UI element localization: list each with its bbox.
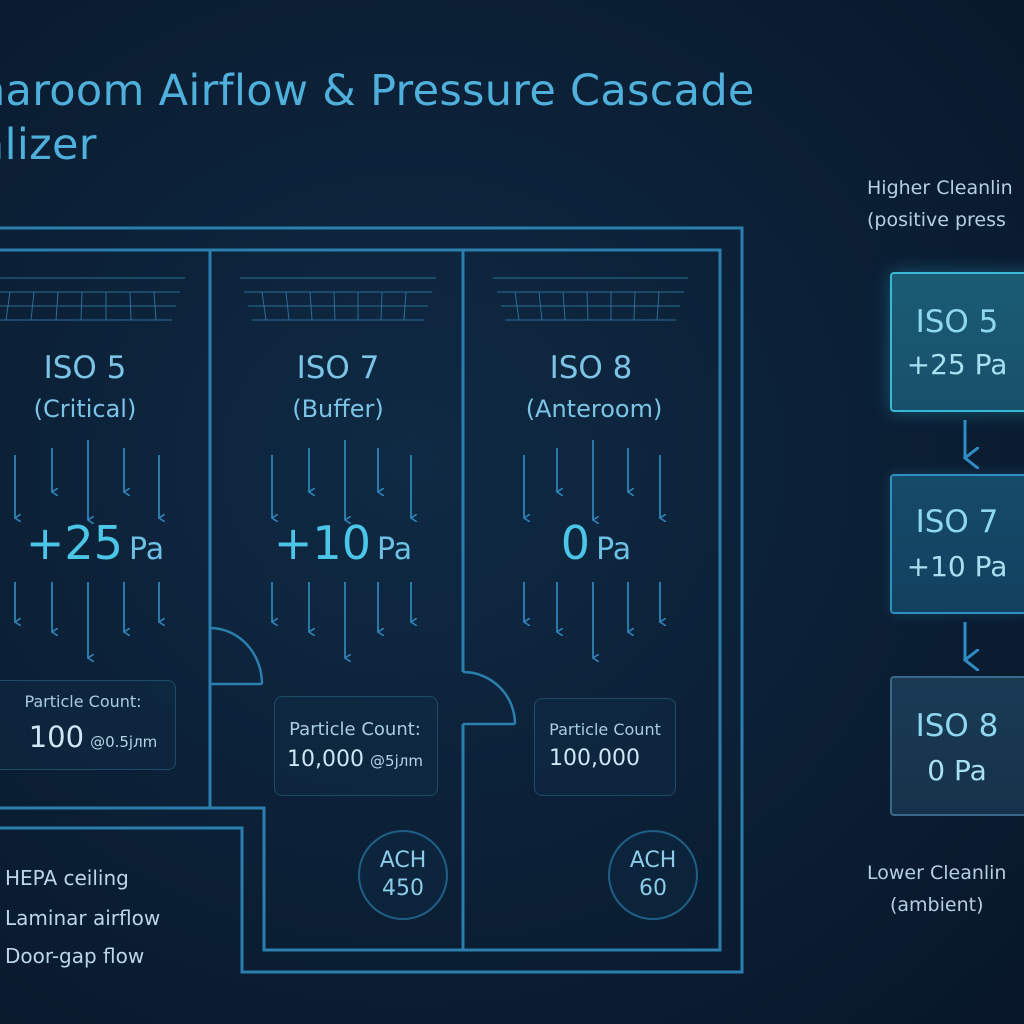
laminar-airflow-arrows xyxy=(15,440,660,658)
zone-3-particle-value: 100,000 xyxy=(549,746,646,771)
zone-3-particle-label: Particle Count xyxy=(549,720,661,739)
zone-2-particle-value: 10,000 @5jлm xyxy=(274,747,436,772)
ach-badge-2-value: 60 xyxy=(639,876,667,901)
hepa-grille-2 xyxy=(240,277,436,321)
cascade-step-iso8-label: ISO 8 xyxy=(915,708,999,744)
zone-3-pressure: 0 Pa xyxy=(501,516,691,570)
ach-badge-1: ACH 450 xyxy=(358,830,448,920)
legend-hepa-ceiling: HEPA ceiling xyxy=(5,866,129,890)
zone-2-iso: ISO 7 xyxy=(296,350,380,386)
cascade-step-iso5-pressure: +25 Pa xyxy=(906,348,1008,381)
zone-1-pressure-unit: Pa xyxy=(128,532,165,567)
cascade-step-iso5: ISO 5 +25 Pa xyxy=(890,272,1024,412)
outer-wall xyxy=(0,226,744,974)
legend-door-gap-flow: Door-gap flow xyxy=(5,944,145,968)
page-title: naroom Airflow & Pressure Cascade alizer xyxy=(0,66,755,170)
zone-3-subtitle: (Anteroom) xyxy=(525,395,663,423)
hepa-grille-3 xyxy=(493,277,688,321)
zone-2-particle-number: 10,000 xyxy=(287,747,365,772)
zone-2-subtitle: (Buffer) xyxy=(292,395,384,423)
zone-2-particle-box xyxy=(274,696,438,796)
cascade-step-iso8-pressure: 0 Pa xyxy=(927,754,987,787)
ach-badge-1-label: ACH xyxy=(379,848,427,873)
cascade-step-iso7-label: ISO 7 xyxy=(915,504,999,540)
hepa-grille-1 xyxy=(0,277,185,321)
building-outline xyxy=(0,226,744,974)
ach-badge-2: ACH 60 xyxy=(608,830,698,920)
zone-2-pressure: +10 Pa xyxy=(248,516,438,570)
legend-laminar-airflow: Laminar airflow xyxy=(5,906,161,930)
zone-1-pressure: +25 Pa xyxy=(0,516,190,570)
cascade-step-iso8: ISO 8 0 Pa xyxy=(890,676,1024,816)
ach-badge-1-text: ACH 450 xyxy=(360,847,446,903)
zone-1-particle-label: Particle Count: xyxy=(24,692,142,711)
zone-1-pressure-value: +25 xyxy=(25,516,123,570)
cascade-top-label: Higher Cleanlin (positive press xyxy=(867,172,1013,236)
cascade-bottom-label: Lower Cleanlin (ambient) xyxy=(867,857,1006,921)
zone-1-particle-box xyxy=(0,680,176,770)
cascade-step-iso5-label: ISO 5 xyxy=(915,304,999,340)
zone-1-subtitle: (Critical) xyxy=(33,395,137,423)
zone-3-particle-box xyxy=(534,698,676,796)
zone-3-particle-number: 100,000 xyxy=(549,746,640,771)
door-gap-1 xyxy=(209,626,264,686)
zone-2-pressure-unit: Pa xyxy=(376,532,413,567)
cascade-step-iso7: ISO 7 +10 Pa xyxy=(890,474,1024,614)
zone-3-iso: ISO 8 xyxy=(549,350,633,386)
zone-1-particle-unit: @0.5jлm xyxy=(90,733,158,751)
zone-1-particle-number: 100 xyxy=(28,720,85,754)
door-gap-2 xyxy=(462,670,517,726)
ach-badge-2-label: ACH xyxy=(629,848,677,873)
cascade-bottom-label-text: Lower Cleanlin (ambient) xyxy=(867,862,1007,916)
ach-badge-2-text: ACH 60 xyxy=(610,847,696,903)
zone-2-particle-label: Particle Count: xyxy=(289,719,421,740)
zone-3-pressure-value: 0 xyxy=(560,516,591,570)
ach-badge-1-value: 450 xyxy=(382,876,424,901)
cascade-step-iso7-pressure: +10 Pa xyxy=(906,550,1008,583)
zone-2-particle-unit: @5jлm xyxy=(370,752,423,770)
zone-2-pressure-value: +10 xyxy=(273,516,371,570)
zone-1-iso: ISO 5 xyxy=(43,350,127,386)
zone-3-pressure-unit: Pa xyxy=(596,532,632,567)
zone-1-particle-value: 100 @0.5jлm xyxy=(0,720,186,754)
cascade-top-label-text: Higher Cleanlin (positive press xyxy=(867,177,1013,231)
